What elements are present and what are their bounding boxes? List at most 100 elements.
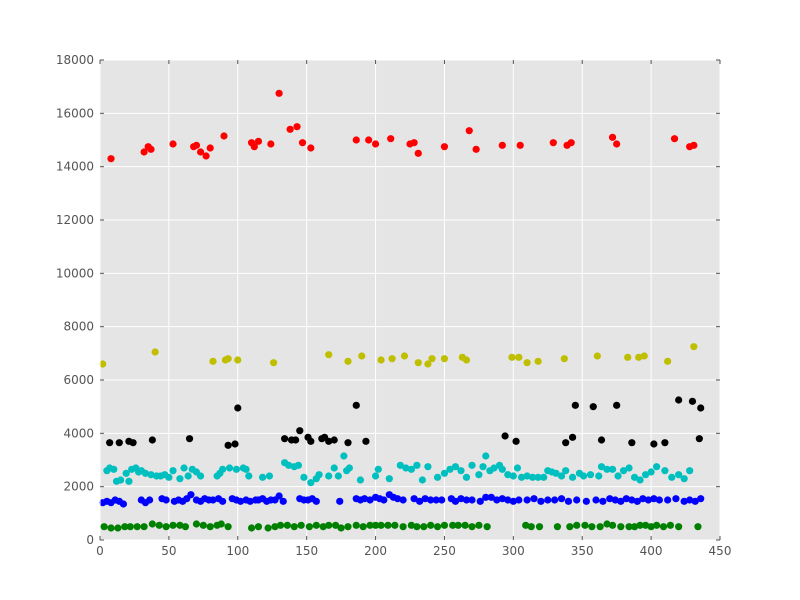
data-point (219, 465, 227, 473)
data-point (582, 497, 590, 505)
x-tick-label: 200 (364, 544, 387, 558)
data-point (114, 524, 122, 532)
data-point (181, 523, 190, 531)
data-point (352, 401, 360, 409)
data-point (468, 461, 476, 469)
data-point (294, 461, 302, 469)
data-point (147, 471, 155, 479)
data-point (697, 495, 705, 503)
data-point (281, 435, 289, 443)
data-point (236, 497, 245, 505)
data-point (366, 496, 374, 504)
data-point (608, 133, 617, 141)
data-point (518, 473, 526, 481)
data-point (330, 436, 338, 444)
data-point (650, 440, 658, 448)
data-point (140, 148, 148, 156)
data-point (344, 523, 352, 531)
data-point (686, 496, 694, 504)
data-point (410, 139, 418, 147)
data-point (479, 463, 487, 471)
data-point (254, 137, 263, 145)
data-point (675, 471, 683, 479)
data-point (394, 495, 402, 503)
data-point (300, 473, 308, 481)
data-point (217, 520, 225, 528)
data-point (483, 523, 491, 531)
data-point (523, 472, 531, 480)
data-point (560, 355, 568, 363)
data-point (283, 521, 291, 529)
data-point (449, 521, 457, 529)
data-point (670, 135, 679, 143)
series-0 (107, 89, 698, 163)
data-point (438, 496, 446, 504)
data-point (664, 357, 672, 365)
data-point (141, 469, 150, 477)
y-tick-label: 16000 (56, 106, 94, 120)
data-point (106, 439, 114, 447)
data-point (224, 355, 232, 363)
data-point (625, 523, 633, 531)
data-point (99, 360, 107, 368)
data-point (416, 497, 424, 505)
data-point (440, 143, 449, 151)
data-point (421, 495, 429, 503)
data-point (592, 496, 600, 504)
data-point (234, 404, 242, 412)
data-point (315, 471, 323, 479)
data-point (424, 360, 432, 368)
data-point (617, 523, 625, 531)
data-point (567, 139, 575, 147)
data-point (644, 496, 652, 504)
series-3 (103, 452, 694, 487)
data-point (690, 141, 698, 149)
data-point (586, 471, 595, 479)
data-point (424, 463, 432, 471)
data-point (418, 476, 426, 484)
data-point (344, 357, 352, 365)
data-point (133, 523, 141, 531)
data-point (246, 497, 254, 505)
data-point (493, 496, 501, 504)
data-point (523, 496, 531, 504)
data-point (307, 479, 315, 487)
data-point (537, 497, 545, 505)
data-point (617, 497, 625, 505)
data-point (407, 465, 415, 473)
data-point (603, 465, 611, 473)
data-point (571, 401, 579, 409)
data-point (336, 497, 344, 505)
data-point (628, 496, 636, 504)
data-point (180, 464, 188, 472)
data-point (468, 523, 476, 531)
data-point (110, 465, 118, 473)
data-point (568, 473, 577, 481)
data-point (573, 521, 581, 529)
data-point (501, 432, 509, 440)
data-point (462, 356, 471, 364)
data-point (553, 523, 562, 531)
data-point (254, 523, 263, 531)
x-tick-label: 150 (295, 544, 318, 558)
data-point (691, 497, 699, 505)
data-point (413, 523, 421, 531)
data-point (293, 123, 301, 131)
data-point (312, 497, 320, 505)
data-point (535, 523, 544, 531)
data-point (359, 523, 367, 531)
data-point (292, 436, 300, 444)
data-point (606, 495, 614, 503)
data-point (264, 524, 272, 532)
data-point (690, 343, 698, 351)
data-point (107, 524, 115, 532)
data-point (267, 140, 275, 148)
data-point (344, 439, 352, 447)
data-point (440, 469, 449, 477)
data-point (296, 427, 304, 435)
data-point (428, 355, 436, 363)
data-point (427, 496, 435, 504)
data-point (298, 139, 307, 147)
data-point (568, 433, 577, 441)
